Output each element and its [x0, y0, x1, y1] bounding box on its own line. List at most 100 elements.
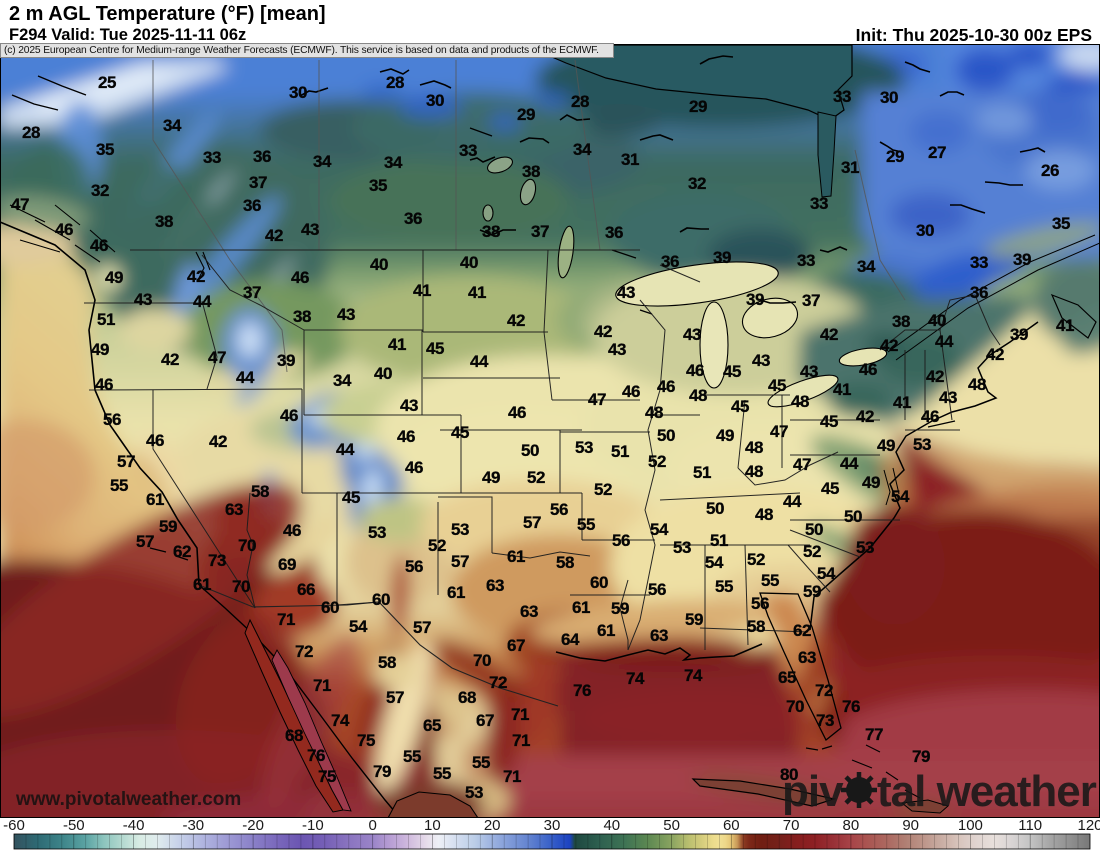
svg-text:45: 45 [723, 362, 741, 381]
svg-text:45: 45 [342, 488, 360, 507]
svg-text:41: 41 [388, 335, 406, 354]
svg-text:80: 80 [843, 817, 860, 834]
svg-text:44: 44 [193, 292, 212, 311]
svg-text:46: 46 [90, 236, 108, 255]
svg-text:54: 54 [349, 617, 368, 636]
svg-text:34: 34 [333, 371, 352, 390]
svg-text:72: 72 [489, 673, 507, 692]
svg-text:62: 62 [793, 621, 811, 640]
svg-text:28: 28 [22, 123, 40, 142]
svg-text:71: 71 [313, 676, 331, 695]
svg-text:32: 32 [688, 174, 706, 193]
svg-text:38: 38 [482, 222, 500, 241]
svg-text:30: 30 [880, 88, 898, 107]
svg-text:70: 70 [783, 817, 800, 834]
svg-text:60: 60 [723, 817, 740, 834]
svg-text:70: 70 [232, 577, 250, 596]
svg-text:34: 34 [313, 152, 332, 171]
svg-text:40: 40 [603, 817, 620, 834]
svg-text:55: 55 [577, 515, 595, 534]
svg-text:71: 71 [277, 610, 295, 629]
svg-text:46: 46 [508, 403, 526, 422]
svg-text:37: 37 [802, 291, 820, 310]
svg-text:46: 46 [146, 431, 164, 450]
svg-text:73: 73 [208, 551, 226, 570]
svg-text:52: 52 [527, 468, 545, 487]
svg-text:30: 30 [916, 221, 934, 240]
svg-text:-60: -60 [3, 817, 25, 834]
svg-text:42: 42 [880, 336, 898, 355]
svg-text:40: 40 [928, 311, 946, 330]
svg-text:-10: -10 [302, 817, 324, 834]
svg-text:51: 51 [97, 310, 115, 329]
svg-text:47: 47 [793, 455, 811, 474]
svg-text:56: 56 [103, 410, 121, 429]
svg-text:74: 74 [684, 666, 703, 685]
svg-text:56: 56 [648, 580, 666, 599]
svg-text:80: 80 [780, 765, 798, 784]
svg-text:57: 57 [413, 618, 431, 637]
svg-text:57: 57 [386, 688, 404, 707]
svg-text:36: 36 [970, 283, 988, 302]
svg-text:61: 61 [193, 575, 211, 594]
svg-text:72: 72 [295, 642, 313, 661]
svg-text:66: 66 [297, 580, 315, 599]
svg-text:25: 25 [98, 73, 116, 92]
svg-text:tal weather: tal weather [877, 767, 1097, 816]
svg-text:57: 57 [136, 532, 154, 551]
svg-text:38: 38 [892, 312, 910, 331]
svg-text:53: 53 [575, 438, 593, 457]
svg-text:71: 71 [511, 705, 529, 724]
svg-text:36: 36 [661, 252, 679, 271]
svg-text:52: 52 [747, 550, 765, 569]
svg-text:46: 46 [55, 220, 73, 239]
svg-text:52: 52 [648, 452, 666, 471]
svg-text:20: 20 [484, 817, 501, 834]
svg-text:53: 53 [856, 538, 874, 557]
svg-text:34: 34 [573, 140, 592, 159]
svg-text:63: 63 [798, 648, 816, 667]
svg-text:51: 51 [710, 531, 728, 550]
svg-text:40: 40 [370, 255, 388, 274]
svg-text:54: 54 [817, 564, 836, 583]
svg-text:-20: -20 [242, 817, 264, 834]
svg-text:46: 46 [280, 406, 298, 425]
svg-text:45: 45 [821, 479, 839, 498]
svg-text:76: 76 [307, 746, 325, 765]
svg-text:49: 49 [482, 468, 500, 487]
svg-text:42: 42 [986, 345, 1004, 364]
svg-text:34: 34 [163, 116, 182, 135]
svg-text:34: 34 [857, 257, 876, 276]
svg-text:41: 41 [1056, 316, 1074, 335]
svg-text:57: 57 [523, 513, 541, 532]
svg-text:47: 47 [588, 390, 606, 409]
svg-text:53: 53 [913, 435, 931, 454]
svg-text:46: 46 [95, 375, 113, 394]
svg-text:33: 33 [459, 141, 477, 160]
svg-text:40: 40 [460, 253, 478, 272]
svg-text:43: 43 [617, 283, 635, 302]
svg-text:46: 46 [686, 361, 704, 380]
svg-text:49: 49 [105, 268, 123, 287]
svg-text:39: 39 [713, 248, 731, 267]
svg-text:57: 57 [117, 452, 135, 471]
svg-text:53: 53 [673, 538, 691, 557]
svg-text:71: 71 [503, 767, 521, 786]
svg-text:79: 79 [373, 762, 391, 781]
svg-text:46: 46 [405, 458, 423, 477]
svg-text:44: 44 [783, 492, 802, 511]
svg-text:28: 28 [571, 92, 589, 111]
svg-text:50: 50 [706, 499, 724, 518]
svg-text:35: 35 [96, 140, 114, 159]
svg-text:46: 46 [859, 360, 877, 379]
svg-text:50: 50 [663, 817, 680, 834]
svg-text:53: 53 [368, 523, 386, 542]
svg-text:44: 44 [470, 352, 489, 371]
svg-text:42: 42 [926, 367, 944, 386]
svg-text:55: 55 [715, 577, 733, 596]
svg-text:49: 49 [716, 426, 734, 445]
svg-text:39: 39 [277, 351, 295, 370]
svg-text:piv: piv [782, 767, 844, 816]
svg-text:41: 41 [468, 283, 486, 302]
svg-text:37: 37 [243, 283, 261, 302]
